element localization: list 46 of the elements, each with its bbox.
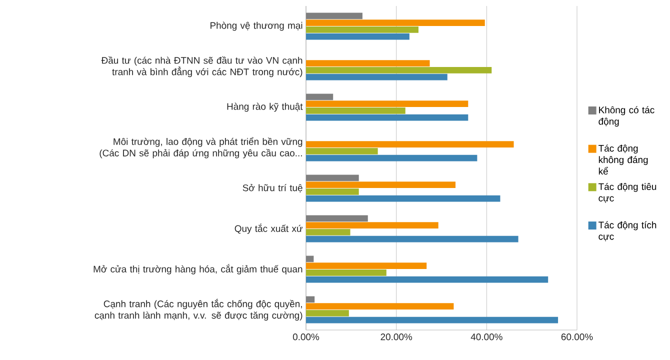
bar [306, 215, 368, 222]
bar [306, 12, 362, 20]
bar [306, 74, 448, 80]
bar [306, 195, 500, 202]
bar [306, 316, 558, 324]
bar [306, 154, 478, 162]
legend-label: Tác động tích cực [598, 221, 656, 242]
bar [306, 262, 427, 269]
y-tick-label: Cạnh tranh (Các nguyên tắc chống độc quyền, cạnh tranh lành mạnh, v.v. sẽ được tăng cường) [94, 298, 302, 321]
bar [306, 94, 334, 100]
y-tick-label: Sở hữu trí tuệ [242, 184, 302, 193]
bar [306, 100, 468, 107]
bar [306, 20, 485, 26]
y-tick-label: Quy tắc xuất xứ [234, 224, 303, 234]
bar [306, 108, 406, 114]
x-tick-label: 0.00% [292, 334, 320, 340]
bar [306, 303, 454, 310]
bar [306, 229, 350, 236]
bar [306, 67, 492, 74]
bar [306, 114, 468, 121]
bar [306, 141, 514, 148]
x-tick-label: 20.00% [380, 334, 412, 340]
bar [306, 33, 410, 40]
bar [306, 296, 315, 303]
bar [306, 60, 430, 66]
y-tick-label: Hàng rào kỹ thuật [227, 102, 303, 112]
bar [306, 276, 548, 283]
x-tick-label: 60.00% [561, 334, 593, 340]
y-tick-label: Mở cửa thị trường hàng hóa, cắt giảm thuế quan [94, 264, 302, 274]
bar [306, 182, 456, 188]
y-tick-label: Đầu tư (các nhà ĐTNN sẽ đầu tư vào VN cạnh tranh và bình đẳng với các NĐT trong nước) [101, 56, 302, 78]
y-tick-label: Phòng vệ thương mại [210, 22, 302, 31]
legend-label: Tác động không đáng kể [598, 144, 648, 175]
bar [306, 26, 418, 33]
bar [306, 270, 386, 276]
bar [306, 188, 359, 195]
bar [306, 148, 378, 154]
legend-label: Không có tác động [598, 106, 654, 127]
bar [306, 174, 359, 182]
legend-label: Tác động tiêu cực [598, 182, 656, 203]
bar [306, 236, 518, 242]
y-tick-label: Môi trường, lao động và phát triển bền vững (Các DN sẽ phải đáp ứng những yêu cầu cao... [100, 137, 302, 158]
bar [306, 222, 438, 228]
bar [306, 256, 314, 262]
bar [306, 310, 349, 316]
x-tick-label: 40.00% [470, 334, 502, 340]
